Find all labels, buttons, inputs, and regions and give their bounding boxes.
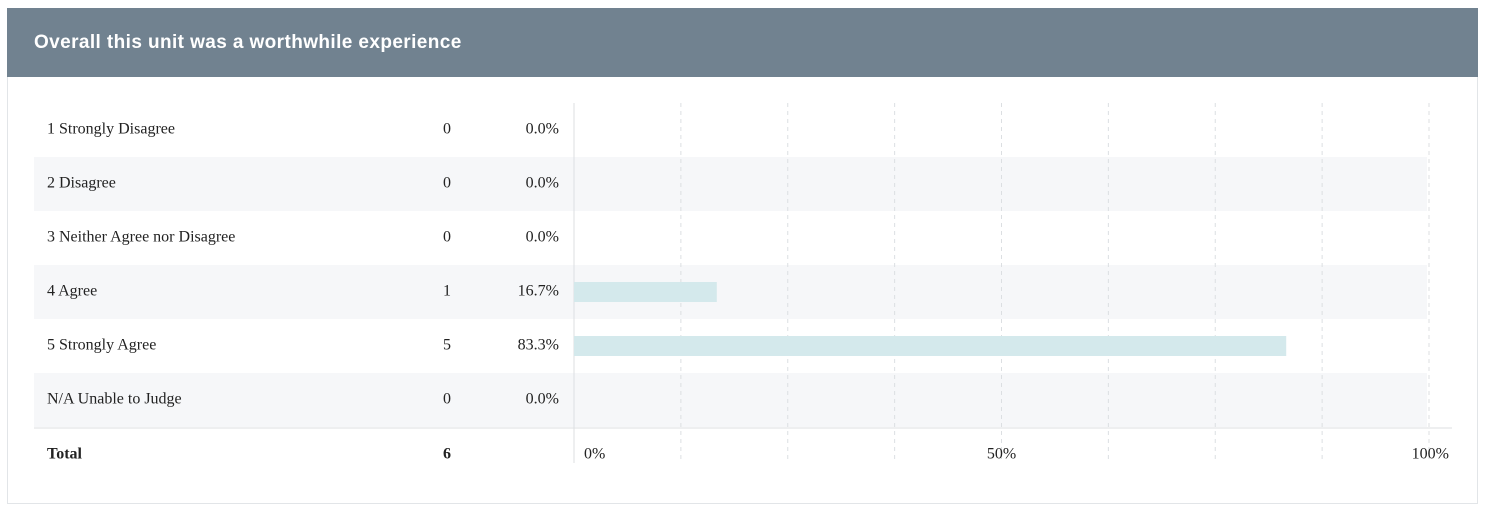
row-count: 0 xyxy=(443,229,451,246)
panel-title: Overall this unit was a worthwhile exper… xyxy=(34,32,462,53)
row-count: 1 xyxy=(443,283,451,300)
row-background xyxy=(34,157,1427,211)
panel-header xyxy=(7,8,1478,77)
x-tick-label: 100% xyxy=(1412,446,1449,463)
row-count: 0 xyxy=(443,121,451,138)
row-label: 3 Neither Agree nor Disagree xyxy=(47,229,235,246)
panel-border xyxy=(7,8,1478,504)
bar xyxy=(574,282,717,302)
row-label: 5 Strongly Agree xyxy=(47,337,156,354)
row-percent: 16.7% xyxy=(518,283,559,300)
row-label: 1 Strongly Disagree xyxy=(47,121,175,138)
row-background xyxy=(34,373,1427,427)
total-count: 6 xyxy=(443,446,451,463)
row-background xyxy=(34,265,1427,319)
x-tick-label: 50% xyxy=(987,446,1016,463)
row-count: 5 xyxy=(443,337,451,354)
row-percent: 0.0% xyxy=(526,391,559,408)
row-count: 0 xyxy=(443,391,451,408)
row-count: 0 xyxy=(443,175,451,192)
row-percent: 83.3% xyxy=(518,337,559,354)
row-percent: 0.0% xyxy=(526,175,559,192)
row-label: 2 Disagree xyxy=(47,175,116,192)
bar xyxy=(574,336,1287,356)
row-percent: 0.0% xyxy=(526,229,559,246)
row-label: N/A Unable to Judge xyxy=(47,391,182,408)
total-label: Total xyxy=(47,446,83,463)
row-percent: 0.0% xyxy=(526,121,559,138)
row-label: 4 Agree xyxy=(47,283,97,300)
x-tick-label: 0% xyxy=(584,446,605,463)
